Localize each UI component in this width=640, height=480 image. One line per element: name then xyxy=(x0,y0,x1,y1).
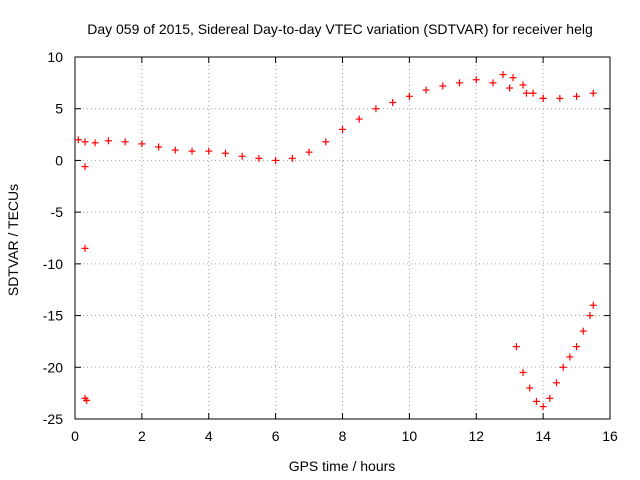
x-tick-label: 6 xyxy=(272,428,280,444)
y-tick-label: -15 xyxy=(43,308,63,324)
data-point xyxy=(589,301,597,309)
data-point xyxy=(512,343,520,351)
data-point xyxy=(81,163,89,171)
data-point xyxy=(121,138,129,146)
data-point xyxy=(339,125,346,133)
data-point xyxy=(155,143,163,151)
data-point xyxy=(532,397,540,405)
data-point xyxy=(322,138,330,146)
data-point xyxy=(566,353,574,361)
data-point xyxy=(522,89,530,97)
data-point xyxy=(439,82,447,90)
data-point xyxy=(499,71,507,79)
data-point xyxy=(91,139,99,147)
data-point xyxy=(553,379,560,387)
y-tick-label: -10 xyxy=(43,256,63,272)
data-point xyxy=(589,89,597,97)
data-point xyxy=(506,84,514,92)
data-point xyxy=(556,94,564,102)
data-point xyxy=(138,140,146,148)
data-point xyxy=(519,81,527,89)
data-point xyxy=(586,312,594,320)
data-point xyxy=(559,363,567,371)
data-point xyxy=(389,99,397,107)
data-points xyxy=(74,71,597,411)
data-point xyxy=(529,89,537,97)
data-point xyxy=(255,154,263,162)
plot-frame xyxy=(74,56,611,420)
x-tick-label: 2 xyxy=(138,428,146,444)
y-tick-label: -20 xyxy=(43,359,63,375)
x-tick-label: 10 xyxy=(402,428,418,444)
data-point xyxy=(221,149,229,157)
data-point xyxy=(539,94,547,102)
y-tick-label: -25 xyxy=(43,411,63,427)
data-point xyxy=(526,384,534,392)
axis-ticks: 0 2 4 6 8 10 12 14 16 10 5 0 -5 -10 -15 -20 -25 xyxy=(43,49,618,444)
grid xyxy=(75,57,610,419)
data-point xyxy=(104,137,112,145)
data-point xyxy=(188,147,196,155)
data-point xyxy=(81,244,89,252)
data-point xyxy=(81,394,89,402)
x-tick-label: 4 xyxy=(205,428,213,444)
x-tick-label: 8 xyxy=(339,428,347,444)
data-point xyxy=(573,92,581,100)
data-point xyxy=(405,92,413,100)
data-point xyxy=(546,394,554,402)
x-axis-title: GPS time / hours xyxy=(289,458,396,474)
data-point xyxy=(288,154,296,162)
y-tick-label: 0 xyxy=(55,152,63,168)
data-point xyxy=(539,403,547,411)
data-point xyxy=(171,146,179,154)
data-point xyxy=(272,156,280,164)
data-point xyxy=(238,152,246,160)
data-point xyxy=(579,327,587,335)
data-point xyxy=(509,74,517,82)
y-tick-label: -5 xyxy=(51,204,64,220)
x-tick-label: 16 xyxy=(602,428,618,444)
data-point xyxy=(355,115,363,123)
x-tick-label: 14 xyxy=(535,428,551,444)
data-point xyxy=(573,343,581,351)
data-point xyxy=(422,86,430,94)
x-tick-label: 12 xyxy=(468,428,484,444)
data-point xyxy=(472,76,480,84)
data-point xyxy=(489,79,497,87)
x-tick-label: 0 xyxy=(71,428,79,444)
data-point xyxy=(205,147,213,155)
data-point xyxy=(74,136,82,144)
y-tick-label: 10 xyxy=(47,49,63,65)
data-point xyxy=(372,105,380,113)
y-axis-title: SDTVAR / TECUs xyxy=(5,184,21,296)
data-point xyxy=(519,368,527,376)
data-point xyxy=(81,138,89,146)
data-point xyxy=(456,79,464,87)
data-point xyxy=(305,148,313,156)
chart-title: Day 059 of 2015, Sidereal Day-to-day VTE… xyxy=(87,21,593,37)
y-tick-label: 5 xyxy=(55,101,63,117)
